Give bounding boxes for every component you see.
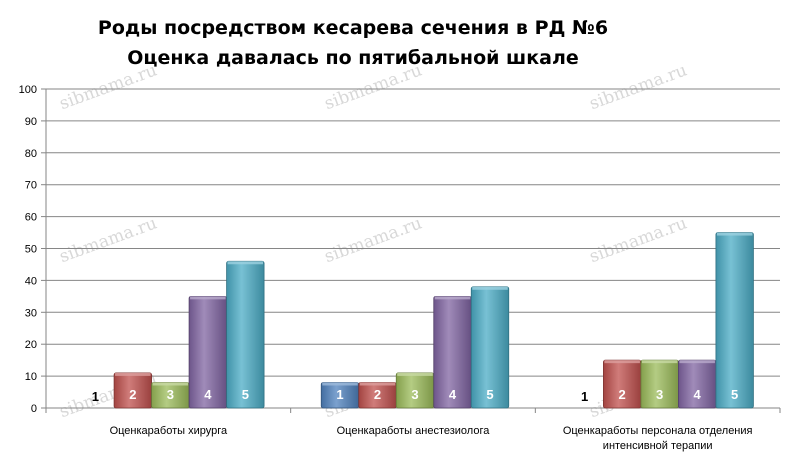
y-tick-label: 70	[25, 180, 37, 192]
bar-labels-layer: 1 2 3 4 5 1 2 3 4 5 1 2 3 4 5	[92, 387, 739, 404]
x-category-label: Оценкаработы персонала отделения	[563, 425, 753, 437]
bar-label-series-4: 4	[204, 387, 212, 402]
bar-top-highlight	[227, 261, 264, 265]
bar-label-series-2: 2	[129, 387, 136, 402]
y-tick-label: 90	[25, 116, 37, 128]
bar-top-highlight	[604, 360, 640, 364]
bar-label-series-1: 1	[336, 387, 343, 402]
bar-top-highlight	[397, 372, 433, 376]
bars-layer	[113, 232, 754, 409]
bar-label-series-3: 3	[411, 387, 418, 402]
y-tick-label: 80	[25, 148, 37, 160]
y-tick-label: 100	[19, 84, 37, 96]
watermark-text: sibmama.ru	[57, 213, 160, 267]
bar-label-series-5: 5	[242, 387, 249, 402]
watermark-text: sibmama.ru	[587, 60, 690, 114]
y-tick-label: 40	[25, 275, 37, 287]
bar-top-highlight	[115, 372, 151, 376]
bar-label-series-4: 4	[694, 387, 702, 402]
x-category-label: интенсивной терапии	[603, 440, 713, 452]
watermark-text: sibmama.ru	[322, 213, 425, 267]
y-tick-label: 60	[25, 212, 37, 224]
watermark-text: sibmama.ru	[587, 213, 690, 267]
bar-label-series-3: 3	[656, 387, 663, 402]
y-tick-label: 10	[25, 371, 37, 383]
bar-top-highlight	[679, 360, 715, 364]
bar-label-series-5: 5	[731, 387, 738, 402]
bar-top-highlight	[322, 382, 358, 386]
y-tick-label: 50	[25, 244, 37, 256]
bar-label-series-1: 1	[581, 389, 588, 404]
x-category-label: Оценкаработы анестезиолога	[337, 425, 491, 437]
bar-top-highlight	[190, 296, 226, 300]
bar-label-series-2: 2	[619, 387, 626, 402]
x-category-label: Оценкаработы хирурга	[110, 425, 228, 437]
x-axis: Оценкаработы хирурга Оценкаработы анестез…	[45, 407, 781, 452]
bar-top-highlight	[152, 382, 189, 386]
watermark-layer: sibmama.ru sibmama.ru sibmama.ru sibmama.ru…	[57, 60, 690, 422]
chart-title-line-2: Оценка давалась по пятибальной шкале	[127, 47, 579, 69]
bar-label-series-3: 3	[167, 387, 174, 402]
bar-top-highlight	[641, 360, 678, 364]
bar-top-highlight	[359, 382, 396, 386]
bar-label-series-2: 2	[374, 387, 381, 402]
y-tick-label: 0	[31, 403, 37, 415]
bar-series-5	[226, 260, 265, 409]
bar-top-highlight	[716, 232, 753, 236]
chart-title-line-1: Роды посредством кесарева сечения в РД №…	[98, 17, 608, 39]
y-axis: 0 10 20 30 40 50 60 70 80 90 100	[19, 84, 47, 415]
y-tick-label: 30	[25, 307, 37, 319]
bar-top-highlight	[472, 286, 508, 290]
bar-top-highlight	[434, 296, 471, 300]
bar-label-series-1: 1	[92, 389, 99, 404]
bar-label-series-4: 4	[449, 387, 457, 402]
bar-series-5	[715, 232, 754, 409]
bar-label-series-5: 5	[486, 387, 493, 402]
y-tick-label: 20	[25, 339, 37, 351]
